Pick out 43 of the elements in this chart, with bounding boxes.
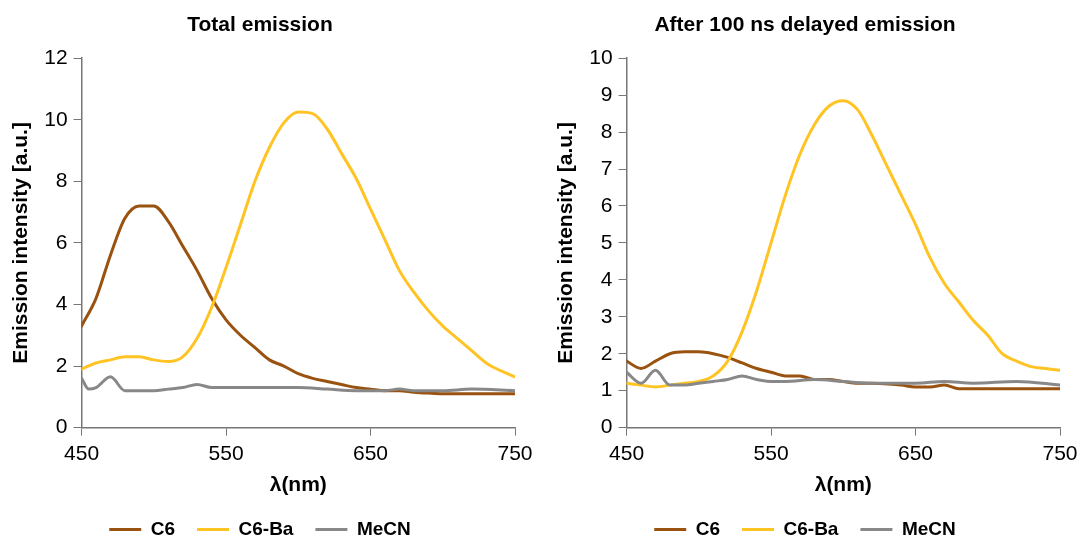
y-axis-title: Emission intensity [a.u.]: [8, 122, 32, 364]
x-tick-label: 550: [753, 441, 789, 464]
x-tick-label: 650: [353, 441, 389, 464]
line-series: [81, 110, 515, 379]
x-tick-label: 750: [497, 441, 533, 464]
y-tick-label: 2: [600, 340, 613, 364]
y-tick-label: 5: [600, 229, 613, 253]
y-tick-label: 12: [44, 45, 68, 68]
legend-label: MeCN: [356, 517, 411, 539]
line-series: [81, 204, 515, 396]
y-tick-label: 10: [589, 45, 613, 68]
legend-label: C6-Ba: [238, 517, 294, 539]
x-tick-label: 550: [208, 441, 244, 464]
x-tick-label: 450: [64, 441, 100, 464]
y-tick-label: 0: [55, 414, 68, 438]
line-series: [81, 375, 515, 393]
x-axis-title: λ(nm): [269, 472, 327, 496]
legend-label: MeCN: [901, 517, 956, 539]
y-tick-label: 10: [44, 106, 68, 130]
y-tick-label: 6: [55, 229, 68, 253]
y-tick-label: 2: [55, 352, 68, 376]
y-tick-label: 4: [55, 291, 68, 315]
line-series: [626, 99, 1060, 389]
y-tick-label: 8: [600, 118, 613, 142]
legend-label: C6: [695, 517, 721, 539]
y-tick-label: 9: [600, 81, 613, 105]
y-tick-label: 3: [600, 303, 613, 327]
line-series: [626, 368, 1060, 387]
legend-label: C6-Ba: [783, 517, 839, 539]
chart-title: Total emission: [187, 12, 333, 36]
y-axis-title: Emission intensity [a.u.]: [553, 122, 577, 364]
legend-label: C6: [150, 517, 176, 539]
x-tick-label: 450: [609, 441, 645, 464]
chart-title: After 100 ns delayed emission: [654, 12, 956, 36]
x-axis-title: λ(nm): [814, 472, 872, 496]
x-tick-label: 650: [898, 441, 934, 464]
y-tick-label: 4: [600, 266, 613, 290]
x-tick-label: 750: [1042, 441, 1078, 464]
y-tick-label: 0: [600, 414, 613, 438]
y-tick-label: 1: [600, 377, 613, 401]
y-tick-label: 8: [55, 168, 68, 192]
y-tick-label: 6: [600, 192, 613, 216]
y-tick-label: 7: [600, 155, 613, 179]
